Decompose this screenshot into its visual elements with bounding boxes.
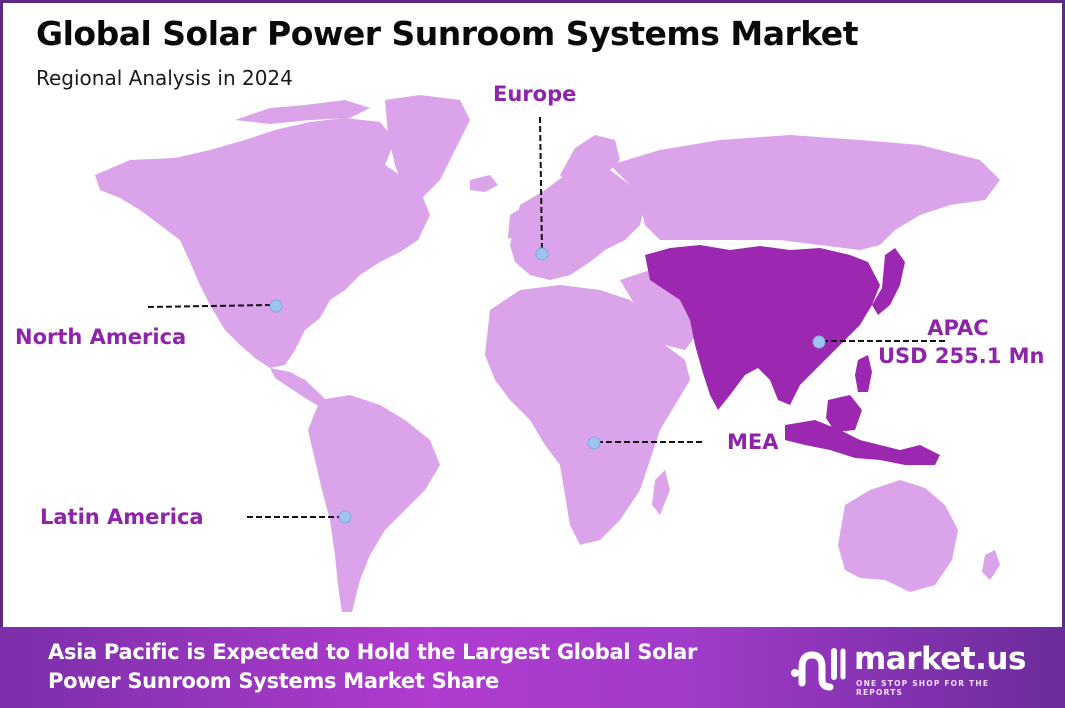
apac-region-name: APAC [927, 316, 989, 340]
apac-landmasses [645, 245, 940, 465]
indonesia-landmass [785, 420, 940, 465]
base-landmasses [95, 95, 1000, 612]
scandinavia-landmass [560, 135, 620, 190]
mea-marker[interactable] [587, 436, 601, 450]
brand-tagline: ONE STOP SHOP FOR THE REPORTS [856, 679, 990, 697]
russia-landmass [610, 135, 1000, 250]
apac-marker[interactable] [812, 335, 826, 349]
europe-leader-line [539, 116, 543, 253]
brand-logo[interactable]: market.us ONE STOP SHOP FOR THE REPORTS [790, 641, 1040, 697]
brand-name: market.us [854, 641, 1026, 677]
world-map [95, 95, 1000, 612]
uk-landmass [508, 208, 528, 240]
market-us-logo-icon [791, 648, 846, 691]
footer-banner: Asia Pacific is Expected to Hold the Lar… [0, 627, 1065, 708]
greenland-landmass [385, 95, 470, 200]
region-label-mea: MEA [727, 430, 779, 454]
europe-marker[interactable] [535, 247, 549, 261]
apac-region-value: USD 255.1 Mn [878, 344, 1045, 368]
region-label-north-america: North America [15, 325, 187, 349]
africa-landmass [485, 285, 690, 545]
south-america-landmass [308, 395, 440, 612]
region-label-apac: APAC USD 255.1 Mn [878, 314, 1045, 370]
north-america-marker[interactable] [269, 299, 283, 313]
footer-headline: Asia Pacific is Expected to Hold the Lar… [48, 640, 698, 693]
arctic-islands-landmass [235, 100, 370, 124]
latin-america-marker[interactable] [338, 510, 352, 524]
australia-landmass [838, 480, 958, 592]
region-label-europe: Europe [493, 82, 577, 106]
north-america-leader-line [147, 304, 273, 308]
leader-lines [147, 116, 945, 518]
madagascar-landmass [652, 470, 670, 515]
region-markers [269, 247, 826, 524]
chart-title: Global Solar Power Sunroom Systems Marke… [36, 14, 858, 53]
philippines-landmass [855, 355, 872, 392]
asia-highlight-landmass [645, 245, 880, 410]
central-america-landmass [270, 368, 328, 408]
region-label-latin-america: Latin America [40, 505, 204, 529]
iceland-landmass [470, 175, 498, 192]
chart-subtitle: Regional Analysis in 2024 [36, 66, 293, 90]
new-zealand-landmass [982, 550, 1000, 580]
japan-landmass [872, 248, 905, 315]
north-america-landmass [95, 118, 430, 368]
borneo-landmass [826, 395, 862, 432]
